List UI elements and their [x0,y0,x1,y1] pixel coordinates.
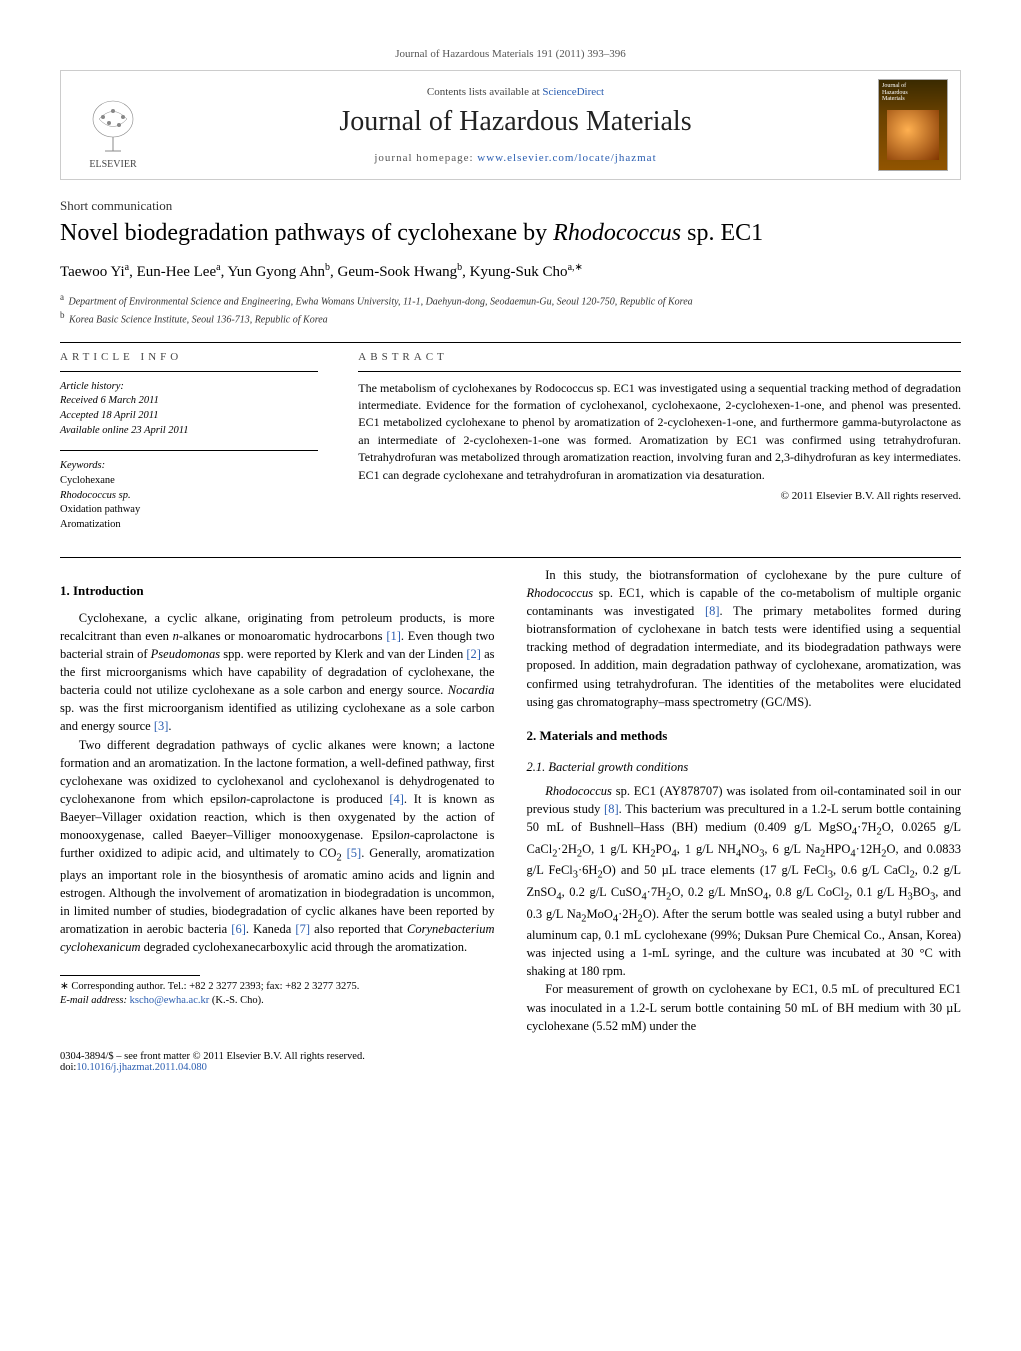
citation-ref[interactable]: [8] [604,802,619,816]
bacterial-growth-subheading: 2.1. Bacterial growth conditions [527,758,962,776]
citation-ref[interactable]: [2] [466,647,481,661]
citation-ref[interactable]: [4] [389,792,404,806]
email-line: E-mail address: kscho@ewha.ac.kr (K.-S. … [60,994,495,1009]
keyword-item: Rhodococcus sp. [60,489,318,504]
journal-reference: Journal of Hazardous Materials 191 (2011… [60,48,961,60]
keywords-label: Keywords: [60,459,318,474]
abstract-column: abstract The metabolism of cyclohexanes … [358,351,961,533]
doi-link[interactable]: 10.1016/j.jhazmat.2011.04.080 [76,1062,207,1073]
email-link[interactable]: kscho@ewha.ac.kr [130,995,210,1006]
page-footer: 0304-3894/$ – see front matter © 2011 El… [60,1051,961,1073]
journal-homepage: journal homepage: www.elsevier.com/locat… [153,152,878,164]
author-list: Taewoo Yia, Eun-Hee Leea, Yun Gyong Ahnb… [60,262,961,281]
contents-line: Contents lists available at ScienceDirec… [153,86,878,98]
doi-line: doi:10.1016/j.jhazmat.2011.04.080 [60,1062,365,1073]
footnotes: ∗ Corresponding author. Tel.: +82 2 3277… [60,980,495,1009]
header-center: Contents lists available at ScienceDirec… [153,86,878,164]
history-online: Available online 23 April 2011 [60,424,318,439]
history-accepted: Accepted 18 April 2011 [60,409,318,424]
sciencedirect-link[interactable]: ScienceDirect [542,86,604,98]
abstract-copyright: © 2011 Elsevier B.V. All rights reserved… [358,490,961,502]
mm-paragraph-1: Rhodococcus sp. EC1 (AY878707) was isola… [527,782,962,981]
corresponding-author: ∗ Corresponding author. Tel.: +82 2 3277… [60,980,495,995]
title-genus: Rhodococcus [553,220,681,246]
rule-bottom [60,557,961,558]
tree-icon [85,99,141,159]
affiliation-a-text: Department of Environmental Science and … [69,296,693,307]
front-matter-line: 0304-3894/$ – see front matter © 2011 El… [60,1051,365,1062]
article-type: Short communication [60,198,961,214]
article-history: Article history: Received 6 March 2011 A… [60,380,318,439]
journal-cover-thumbnail: Journal of Hazardous Materials [878,79,948,171]
affiliation-a: a Department of Environmental Science an… [60,291,961,309]
abstract-rule [358,371,961,372]
citation-ref[interactable]: [7] [295,922,310,936]
email-post: (K.-S. Cho). [209,995,264,1006]
keyword-item: Aromatization [60,518,318,533]
intro-paragraph-3: In this study, the biotransformation of … [527,566,962,711]
history-received: Received 6 March 2011 [60,394,318,409]
elsevier-logo: ELSEVIER [73,80,153,170]
homepage-link[interactable]: www.elsevier.com/locate/jhazmat [477,152,656,164]
cover-label-1: Journal of [882,83,944,90]
cover-label-2: Hazardous [882,90,944,97]
abstract-text: The metabolism of cyclohexanes by Rodoco… [358,380,961,484]
journal-header-box: ELSEVIER Contents lists available at Sci… [60,70,961,180]
cover-image [887,110,939,160]
keyword-item: Cyclohexane [60,474,318,489]
cover-label-3: Materials [882,96,944,103]
body-two-column: 1. Introduction Cyclohexane, a cyclic al… [60,566,961,1035]
info-rule-2 [60,450,318,451]
contents-prefix: Contents lists available at [427,86,542,98]
citation-ref[interactable]: [5] [347,846,362,860]
keyword-italic: Rhodococcus sp. [60,490,131,501]
article-info-column: article info Article history: Received 6… [60,351,318,533]
info-rule [60,371,318,372]
info-abstract-row: article info Article history: Received 6… [60,351,961,533]
article-title: Novel biodegradation pathways of cyclohe… [60,218,961,248]
article-info-label: article info [60,351,318,363]
citation-ref[interactable]: [6] [231,922,246,936]
journal-title: Journal of Hazardous Materials [153,106,878,138]
keywords-block: Keywords: Cyclohexane Rhodococcus sp. Ox… [60,459,318,532]
page: Journal of Hazardous Materials 191 (2011… [0,0,1021,1113]
introduction-heading: 1. Introduction [60,582,495,601]
doi-prefix: doi: [60,1062,76,1073]
abstract-label: abstract [358,351,961,363]
footnote-separator [60,975,200,976]
history-label: Article history: [60,380,318,395]
citation-ref[interactable]: [3] [154,719,169,733]
keyword-item: Oxidation pathway [60,503,318,518]
homepage-prefix: journal homepage: [374,152,477,164]
citation-ref[interactable]: [1] [386,629,401,643]
title-prefix: Novel biodegradation pathways of cyclohe… [60,220,553,246]
affiliations: a Department of Environmental Science an… [60,291,961,328]
publisher-name: ELSEVIER [89,159,136,170]
intro-paragraph-2: Two different degradation pathways of cy… [60,736,495,957]
email-label: E-mail address: [60,995,130,1006]
materials-methods-heading: 2. Materials and methods [527,727,962,746]
affiliation-b: b Korea Basic Science Institute, Seoul 1… [60,309,961,327]
intro-paragraph-1: Cyclohexane, a cyclic alkane, originatin… [60,609,495,736]
citation-ref[interactable]: [8] [705,604,720,618]
footer-left: 0304-3894/$ – see front matter © 2011 El… [60,1051,365,1073]
rule-top [60,342,961,343]
title-suffix: sp. EC1 [681,220,763,246]
affiliation-b-text: Korea Basic Science Institute, Seoul 136… [69,315,328,326]
mm-paragraph-2: For measurement of growth on cyclohexane… [527,980,962,1034]
